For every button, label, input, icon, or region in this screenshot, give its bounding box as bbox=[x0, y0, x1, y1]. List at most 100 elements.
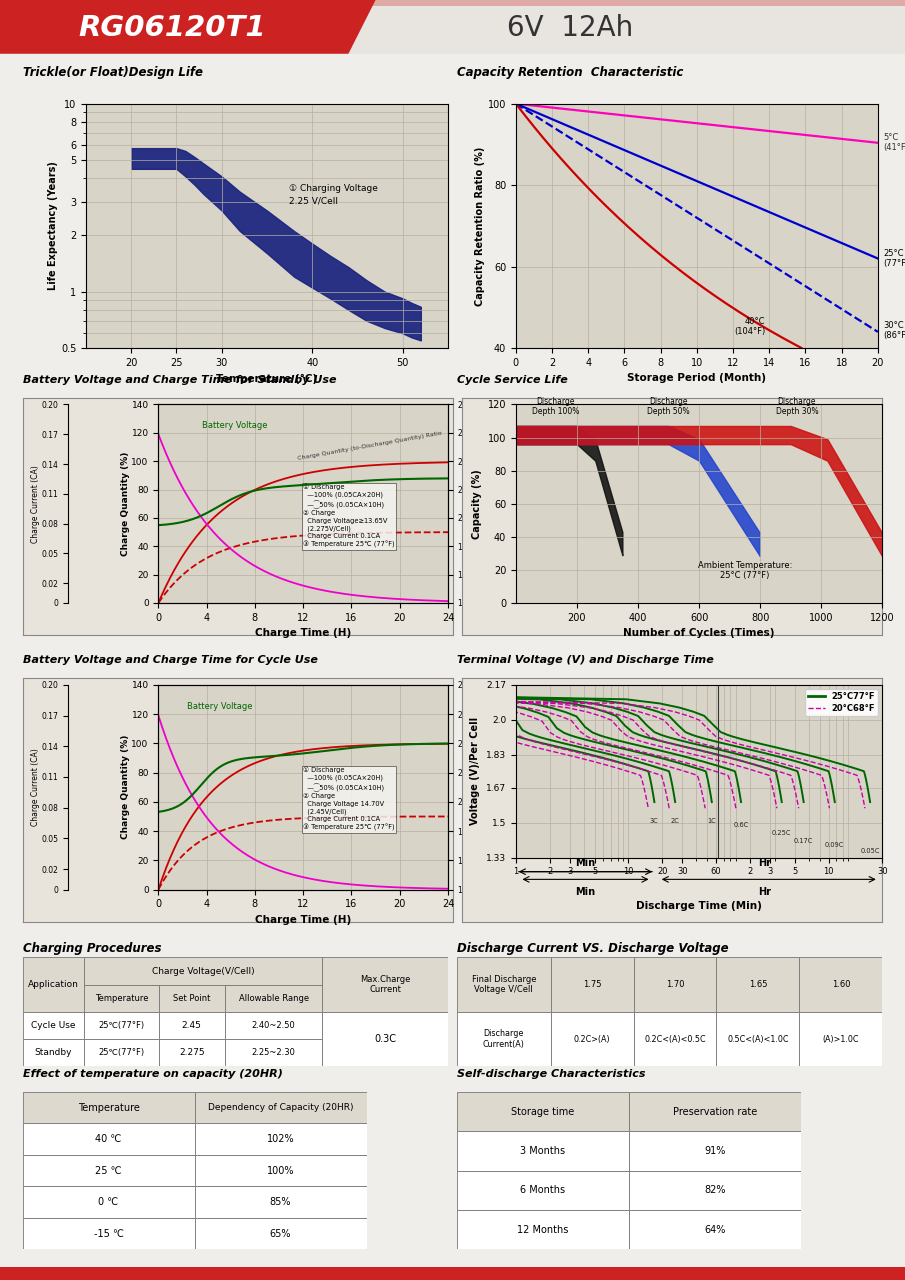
Text: Charging Procedures: Charging Procedures bbox=[23, 942, 161, 955]
Text: Effect of temperature on capacity (20HR): Effect of temperature on capacity (20HR) bbox=[23, 1069, 282, 1079]
FancyBboxPatch shape bbox=[634, 957, 717, 1011]
FancyBboxPatch shape bbox=[457, 1011, 550, 1066]
Y-axis label: Voltage (V)/Per Cell: Voltage (V)/Per Cell bbox=[471, 717, 481, 826]
Text: Min: Min bbox=[576, 858, 595, 868]
Text: Dependency of Capacity (20HR): Dependency of Capacity (20HR) bbox=[208, 1103, 353, 1112]
Text: 6V  12Ah: 6V 12Ah bbox=[507, 14, 634, 42]
Text: Storage time: Storage time bbox=[511, 1106, 575, 1116]
Y-axis label: Capacity (%): Capacity (%) bbox=[472, 468, 482, 539]
Y-axis label: Capacity Retention Ratio (%): Capacity Retention Ratio (%) bbox=[475, 146, 485, 306]
Text: Hr: Hr bbox=[758, 858, 772, 868]
Text: -15 ℃: -15 ℃ bbox=[93, 1229, 124, 1239]
Y-axis label: Charge Current (CA): Charge Current (CA) bbox=[31, 465, 40, 543]
Text: 0.5C<(A)<1.0C: 0.5C<(A)<1.0C bbox=[728, 1034, 789, 1043]
Y-axis label: Battery Voltage (V)/Per Cell: Battery Voltage (V)/Per Cell bbox=[476, 735, 485, 840]
Y-axis label: Life Expectancy (Years): Life Expectancy (Years) bbox=[48, 161, 58, 291]
Text: 40°C
(104°F): 40°C (104°F) bbox=[734, 316, 766, 335]
FancyBboxPatch shape bbox=[195, 1187, 367, 1217]
FancyBboxPatch shape bbox=[84, 1039, 158, 1066]
FancyBboxPatch shape bbox=[84, 957, 322, 984]
FancyBboxPatch shape bbox=[629, 1092, 801, 1132]
Text: Discharge
Depth 50%: Discharge Depth 50% bbox=[647, 397, 690, 416]
Text: Hr: Hr bbox=[758, 887, 772, 897]
Text: 1.75: 1.75 bbox=[583, 980, 601, 989]
FancyBboxPatch shape bbox=[457, 1092, 629, 1132]
Y-axis label: Charge Quantity (%): Charge Quantity (%) bbox=[121, 735, 130, 840]
FancyBboxPatch shape bbox=[799, 957, 882, 1011]
Text: Temperature: Temperature bbox=[78, 1102, 139, 1112]
Text: Terminal Voltage (V) and Discharge Time: Terminal Voltage (V) and Discharge Time bbox=[457, 655, 714, 666]
Text: Temperature: Temperature bbox=[95, 993, 148, 1002]
Text: 0.2C<(A)<0.5C: 0.2C<(A)<0.5C bbox=[644, 1034, 706, 1043]
FancyBboxPatch shape bbox=[23, 1217, 195, 1249]
Text: ① Discharge
  —100% (0.05CA×20H)
  —⁐50% (0.05CA×10H)
② Charge
  Charge Voltage : ① Discharge —100% (0.05CA×20H) —⁐50% (0.… bbox=[303, 767, 395, 831]
Text: Discharge Current VS. Discharge Voltage: Discharge Current VS. Discharge Voltage bbox=[457, 942, 729, 955]
FancyBboxPatch shape bbox=[23, 1187, 195, 1217]
Polygon shape bbox=[0, 0, 376, 54]
Text: 5°C
(41°F): 5°C (41°F) bbox=[883, 133, 905, 152]
FancyBboxPatch shape bbox=[717, 957, 799, 1011]
Text: 82%: 82% bbox=[704, 1185, 726, 1196]
Text: 64%: 64% bbox=[704, 1225, 726, 1235]
X-axis label: Charge Time (H): Charge Time (H) bbox=[255, 915, 351, 925]
Text: RG06120T1: RG06120T1 bbox=[78, 14, 266, 42]
Text: 1.60: 1.60 bbox=[832, 980, 850, 989]
Text: 91%: 91% bbox=[704, 1146, 726, 1156]
Text: ① Discharge
  —100% (0.05CA×20H)
  —⁐50% (0.05CA×10H)
② Charge
  Charge Voltage≥: ① Discharge —100% (0.05CA×20H) —⁐50% (0.… bbox=[303, 484, 395, 548]
Polygon shape bbox=[0, 0, 905, 54]
Text: ① Charging Voltage
2.25 V/Cell: ① Charging Voltage 2.25 V/Cell bbox=[289, 184, 377, 205]
Y-axis label: Battery Voltage (V)/Per Cell: Battery Voltage (V)/Per Cell bbox=[476, 451, 485, 557]
Text: 0.6C: 0.6C bbox=[733, 822, 748, 828]
FancyBboxPatch shape bbox=[195, 1092, 367, 1124]
Legend: 25°C77°F, 20°C68°F: 25°C77°F, 20°C68°F bbox=[805, 689, 878, 716]
Text: Discharge
Current(A): Discharge Current(A) bbox=[483, 1029, 525, 1048]
FancyBboxPatch shape bbox=[629, 1132, 801, 1170]
Text: 30°C
(86°F): 30°C (86°F) bbox=[883, 320, 905, 340]
Text: 0 ℃: 0 ℃ bbox=[99, 1197, 119, 1207]
Text: Battery Voltage: Battery Voltage bbox=[187, 703, 252, 712]
FancyBboxPatch shape bbox=[23, 1011, 84, 1039]
Text: Cycle Service Life: Cycle Service Life bbox=[457, 375, 567, 385]
Text: 3C: 3C bbox=[650, 818, 659, 823]
FancyBboxPatch shape bbox=[158, 1039, 224, 1066]
FancyBboxPatch shape bbox=[23, 957, 84, 1011]
FancyBboxPatch shape bbox=[629, 1210, 801, 1249]
Text: Preservation rate: Preservation rate bbox=[672, 1106, 757, 1116]
FancyBboxPatch shape bbox=[23, 1039, 84, 1066]
FancyBboxPatch shape bbox=[799, 1011, 882, 1066]
Text: 25℃(77°F): 25℃(77°F) bbox=[99, 1048, 145, 1057]
FancyBboxPatch shape bbox=[23, 1155, 195, 1187]
FancyBboxPatch shape bbox=[224, 1039, 322, 1066]
FancyBboxPatch shape bbox=[634, 1011, 717, 1066]
Text: 2C: 2C bbox=[671, 818, 680, 823]
Text: 1.70: 1.70 bbox=[666, 980, 684, 989]
Text: Capacity Retention  Characteristic: Capacity Retention Characteristic bbox=[457, 67, 683, 79]
Text: Battery Voltage and Charge Time for Cycle Use: Battery Voltage and Charge Time for Cycl… bbox=[23, 655, 318, 666]
Text: Self-discharge Characteristics: Self-discharge Characteristics bbox=[457, 1069, 645, 1079]
FancyBboxPatch shape bbox=[195, 1155, 367, 1187]
FancyBboxPatch shape bbox=[457, 1132, 629, 1170]
Text: Charge Voltage(V/Cell): Charge Voltage(V/Cell) bbox=[152, 966, 254, 975]
FancyBboxPatch shape bbox=[457, 1210, 629, 1249]
Text: Max.Charge
Current: Max.Charge Current bbox=[360, 975, 411, 995]
FancyBboxPatch shape bbox=[224, 1011, 322, 1039]
FancyBboxPatch shape bbox=[629, 1170, 801, 1210]
Text: (A)>1.0C: (A)>1.0C bbox=[823, 1034, 859, 1043]
Text: 25℃(77°F): 25℃(77°F) bbox=[99, 1021, 145, 1030]
Text: 25°C
(77°F): 25°C (77°F) bbox=[883, 248, 905, 269]
FancyBboxPatch shape bbox=[23, 1092, 195, 1124]
Text: 0.2C>(A): 0.2C>(A) bbox=[574, 1034, 610, 1043]
X-axis label: Discharge Time (Min): Discharge Time (Min) bbox=[636, 901, 762, 911]
Text: Trickle(or Float)Design Life: Trickle(or Float)Design Life bbox=[23, 67, 203, 79]
Text: 100%: 100% bbox=[267, 1166, 294, 1175]
FancyBboxPatch shape bbox=[195, 1217, 367, 1249]
Polygon shape bbox=[0, 0, 905, 6]
Text: Ambient Temperature:
25°C (77°F): Ambient Temperature: 25°C (77°F) bbox=[698, 561, 792, 580]
FancyBboxPatch shape bbox=[457, 957, 550, 1011]
Text: 25 ℃: 25 ℃ bbox=[95, 1166, 122, 1175]
Text: 0.3C: 0.3C bbox=[375, 1034, 396, 1044]
Text: Min: Min bbox=[576, 887, 595, 897]
Text: 2.275: 2.275 bbox=[179, 1048, 205, 1057]
FancyBboxPatch shape bbox=[195, 1124, 367, 1155]
Text: Application: Application bbox=[28, 980, 79, 989]
